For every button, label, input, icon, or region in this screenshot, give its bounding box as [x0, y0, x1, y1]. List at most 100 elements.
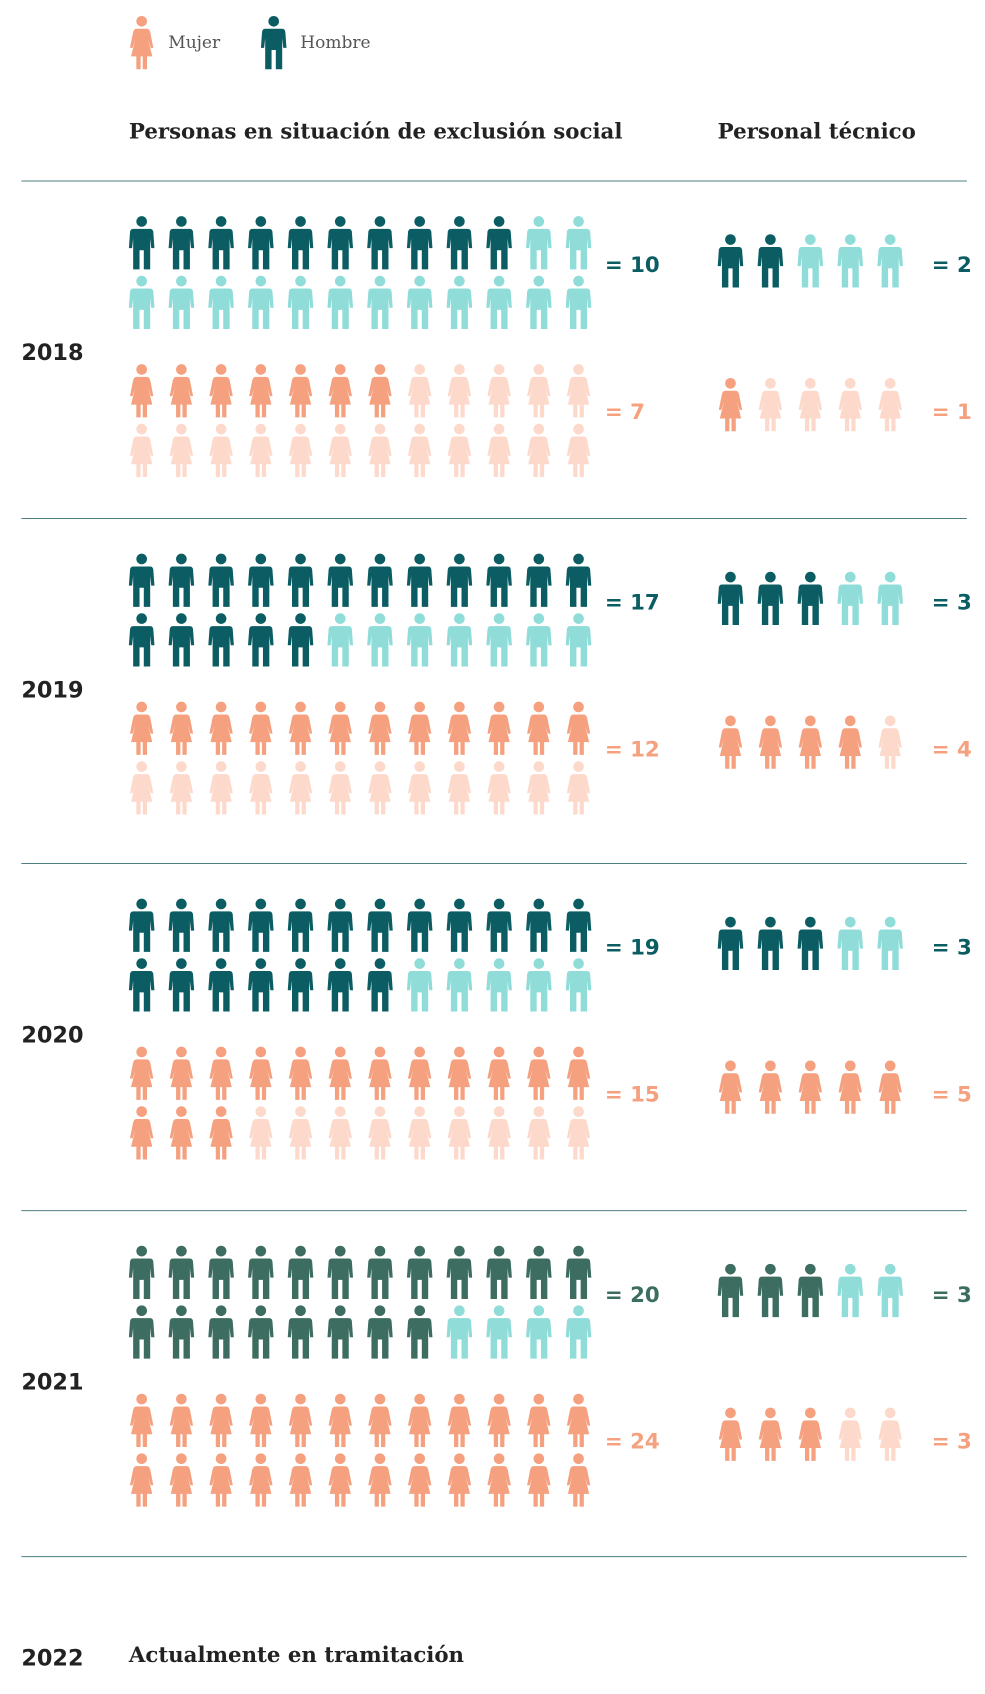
men-empty-icon	[797, 234, 824, 288]
icon-head	[334, 1453, 346, 1465]
icon-body	[837, 247, 864, 288]
women-empty-icon	[169, 761, 194, 815]
icon-body	[129, 28, 154, 70]
men-empty-icon	[260, 15, 287, 70]
icon-body	[447, 376, 472, 418]
icon-body	[838, 728, 862, 769]
icon-head	[573, 1245, 584, 1257]
icon-body	[798, 390, 823, 432]
icon-body	[526, 626, 552, 667]
icon-head	[454, 423, 465, 435]
men-empty-icon	[565, 1305, 592, 1359]
icon-body	[877, 929, 903, 970]
women-icon	[838, 715, 862, 769]
men-icon	[486, 553, 512, 607]
icon-body	[565, 566, 592, 607]
men-icon	[208, 216, 234, 270]
icon-head	[884, 916, 896, 928]
men-empty-icon	[128, 275, 155, 330]
icon-head	[454, 1393, 465, 1405]
icon-body	[758, 390, 783, 432]
icon-head	[215, 275, 227, 287]
icon-body	[169, 376, 194, 418]
icon-head	[176, 553, 187, 565]
icon-body	[367, 288, 393, 330]
icon-body	[526, 911, 552, 952]
icon-head	[255, 701, 267, 713]
women-icon	[447, 701, 472, 755]
icon-body	[128, 1318, 155, 1359]
men-icon	[797, 571, 824, 626]
icon-head	[255, 898, 267, 910]
icon-head	[215, 1453, 227, 1465]
icon-head	[884, 571, 896, 583]
icon-head	[136, 1106, 147, 1117]
icon-head	[573, 898, 584, 910]
women-icon	[169, 1106, 194, 1160]
icon-head	[334, 613, 346, 624]
icon-head	[374, 1305, 386, 1317]
men-icon	[327, 1305, 354, 1359]
women-empty-icon	[249, 761, 273, 815]
men-icon	[757, 571, 784, 626]
icon-head	[136, 275, 147, 287]
women-empty-icon	[328, 423, 352, 478]
men-icon	[248, 553, 274, 607]
icon-head	[136, 1046, 147, 1058]
icon-body	[128, 911, 155, 952]
icon-body	[327, 971, 354, 1012]
icon-body	[837, 1276, 864, 1318]
icon-head	[765, 377, 776, 389]
women-icon	[407, 701, 432, 755]
women-empty-icon	[209, 761, 233, 815]
icon-head	[334, 1305, 346, 1317]
men-empty-icon	[877, 234, 903, 288]
icon-body	[287, 1318, 314, 1359]
icon-body	[878, 390, 902, 432]
icon-body	[208, 911, 234, 952]
icon-head	[215, 1305, 227, 1317]
icon-head	[295, 761, 306, 772]
value-label: = 10	[605, 253, 660, 278]
men-empty-icon	[526, 216, 552, 270]
icon-body	[129, 714, 154, 755]
men-icon	[287, 553, 314, 607]
icon-body	[209, 436, 233, 478]
icon-body	[327, 911, 354, 952]
icon-body	[407, 714, 432, 755]
icon-head	[533, 1453, 545, 1465]
men-empty-icon	[486, 275, 512, 330]
icon-body	[327, 288, 354, 330]
icon-head	[573, 1305, 584, 1317]
men-icon	[327, 216, 354, 270]
men-icon	[128, 613, 155, 667]
icon-body	[565, 1258, 592, 1299]
men-icon	[367, 216, 393, 270]
icon-head	[493, 1245, 505, 1257]
men-empty-icon	[406, 958, 433, 1012]
icon-head	[334, 1106, 346, 1117]
icon-head	[573, 613, 584, 624]
icon-body	[407, 1466, 432, 1507]
icon-body	[288, 714, 313, 755]
men-icon	[565, 1245, 592, 1299]
icon-head	[374, 701, 386, 713]
women-icon	[129, 701, 154, 755]
icon-head	[725, 715, 736, 727]
icon-head	[454, 1453, 465, 1465]
men-icon	[208, 1245, 234, 1299]
icon-head	[374, 553, 386, 565]
icon-body	[447, 436, 472, 478]
icon-head	[533, 613, 545, 624]
women-icon	[129, 364, 154, 418]
icon-body	[837, 929, 864, 970]
icon-head	[454, 1046, 465, 1058]
icon-body	[757, 247, 784, 288]
men-icon	[757, 916, 784, 970]
icon-body	[527, 1406, 551, 1447]
men-icon	[486, 216, 512, 270]
value-label: = 19	[605, 936, 660, 961]
men-icon	[565, 898, 592, 952]
men-icon	[168, 553, 195, 607]
icon-body	[128, 228, 155, 270]
